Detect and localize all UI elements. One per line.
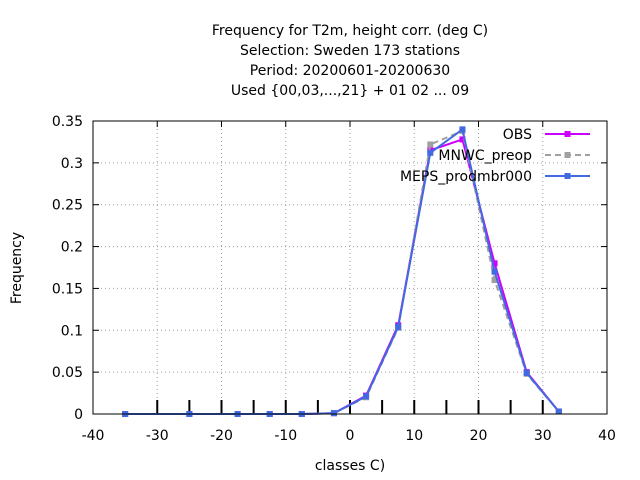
x-tick-label: 40 bbox=[598, 428, 616, 444]
data-point bbox=[491, 268, 498, 275]
x-axis-label: classes C) bbox=[315, 458, 385, 474]
y-tick-label: 0.1 bbox=[61, 323, 83, 339]
legend-label: MEPS_prodmbr000 bbox=[400, 169, 532, 185]
data-point bbox=[330, 410, 337, 417]
legend-label: MNWC_preop bbox=[438, 148, 532, 164]
data-point bbox=[427, 149, 434, 156]
y-tick-label: 0 bbox=[74, 407, 83, 423]
data-point bbox=[491, 277, 498, 284]
plot-frame bbox=[92, 120, 608, 415]
data-point bbox=[395, 323, 402, 330]
chart-title: Frequency for T2m, height corr. (deg C) … bbox=[212, 23, 488, 99]
title-line-1: Frequency for T2m, height corr. (deg C) bbox=[212, 23, 488, 39]
x-tick-label: -10 bbox=[274, 428, 297, 444]
legend-swatch-marker bbox=[564, 152, 571, 158]
y-tick-label: 0.25 bbox=[52, 198, 83, 214]
x-tick-label: -40 bbox=[82, 428, 105, 444]
data-point bbox=[459, 126, 466, 133]
x-tick-label: -30 bbox=[146, 428, 169, 444]
data-point bbox=[427, 141, 434, 148]
x-tick-labels: -40 -30 -20 -10 0 10 20 30 40 bbox=[82, 428, 616, 444]
data-point bbox=[363, 393, 370, 400]
title-line-3: Period: 20200601-20200630 bbox=[250, 63, 450, 79]
data-point bbox=[491, 260, 498, 267]
title-line-2: Selection: Sweden 173 stations bbox=[240, 43, 460, 59]
data-point bbox=[523, 369, 530, 376]
legend-label: OBS bbox=[503, 127, 532, 143]
y-tick-label: 0.15 bbox=[52, 281, 83, 297]
grid-lines bbox=[93, 121, 607, 414]
y-axis-label: Frequency bbox=[9, 232, 25, 304]
legend: OBS MNWC_preop MEPS_prodmbr000 bbox=[400, 127, 590, 185]
x-tick-label: 0 bbox=[346, 428, 355, 444]
y-tick-labels: 0 0.05 0.1 0.15 0.2 0.25 0.3 0.35 bbox=[52, 114, 83, 423]
y-tick-label: 0.05 bbox=[52, 365, 83, 381]
title-line-4: Used {00,03,...,21} + 01 02 ... 09 bbox=[231, 83, 469, 99]
axis-ticks bbox=[92, 120, 608, 415]
legend-swatch-marker bbox=[564, 173, 571, 179]
x-tick-label: -20 bbox=[210, 428, 233, 444]
data-point bbox=[555, 408, 562, 415]
y-tick-label: 0.2 bbox=[61, 240, 83, 256]
y-tick-label: 0.3 bbox=[61, 156, 83, 172]
x-tick-label: 10 bbox=[405, 428, 423, 444]
y-tick-label: 0.35 bbox=[52, 114, 83, 130]
x-tick-label: 30 bbox=[534, 428, 552, 444]
data-point bbox=[459, 136, 466, 143]
legend-swatch-marker bbox=[564, 131, 571, 137]
x-tick-label: 20 bbox=[470, 428, 488, 444]
